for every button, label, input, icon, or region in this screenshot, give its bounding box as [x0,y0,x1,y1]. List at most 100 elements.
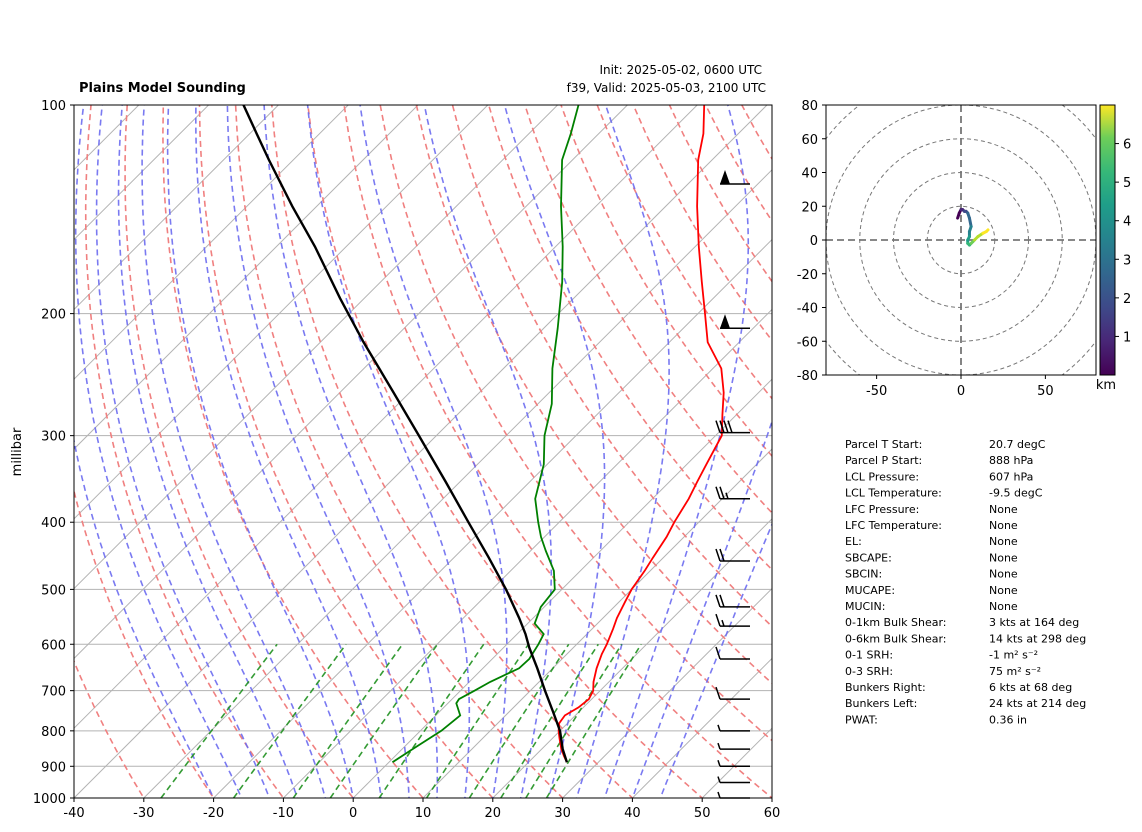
barb-half [725,177,729,185]
param-label: LCL Temperature: [845,487,942,500]
mixing-ratio-line [545,643,642,798]
moist-adiabat [263,105,439,798]
moist-adiabat [603,105,750,798]
mixing-ratio-line [525,643,623,798]
mixing-ratio-line [378,643,485,798]
barb-full [715,420,721,433]
moist-adiabat [659,522,772,798]
param-label: MUCIN: [845,600,885,613]
colorbar-tick-label: 1 [1123,330,1131,345]
param-value: 607 hPa [989,470,1033,483]
wind-barb [720,169,750,185]
x-tick-label: -30 [133,806,154,821]
colorbar-tick-label: 5 [1123,176,1131,191]
moist-adiabat [575,105,670,798]
moist-adiabat [226,105,410,798]
hodo-y-tick-label: 60 [801,133,818,148]
param-label: LFC Pressure: [845,503,919,516]
param-value: 14 kts at 298 deg [989,632,1086,645]
wind-barbs [715,169,750,799]
barb-full [715,548,721,562]
dry-adiabat [271,105,634,798]
barb-half [717,776,721,783]
param-label: Parcel P Start: [845,454,922,467]
temperature-line [557,105,725,763]
wind-barb [715,594,750,608]
mixing-ratio-line [425,643,530,798]
mixing-ratio-line [468,643,570,798]
colorbar-tick-label: 2 [1123,292,1131,307]
skewt-x-axis: -40 -30 -20 -10 0 10 20 30 40 50 60 [63,798,780,821]
y-tick-label: 800 [41,725,66,740]
isotherm [562,587,772,798]
x-tick-label: 30 [554,806,571,821]
x-tick-label: -40 [63,806,84,821]
dry-adiabat [560,105,772,458]
param-label: SBCAPE: [845,551,892,564]
x-tick-label: 50 [694,806,711,821]
dry-adiabat [84,105,285,798]
param-value: -9.5 degC [989,487,1043,500]
param-value: 3 kts at 164 deg [989,616,1079,629]
param-value: 0.36 in [989,713,1027,726]
y-tick-label: 500 [41,583,66,598]
param-label: MUCAPE: [845,584,895,597]
barb-full [719,486,725,500]
moist-adiabat [74,105,243,798]
dry-adiabat [451,105,772,628]
dry-adiabat [487,105,772,571]
wind-barb [717,776,750,784]
param-label: Bunkers Right: [845,681,926,694]
hodograph-x-axis: -50 0 50 [866,375,1054,399]
isotherm [632,657,772,798]
isotherm [422,448,772,798]
x-tick-label: -10 [273,806,294,821]
moist-adiabat [166,105,355,798]
moist-adiabat [306,105,471,798]
param-label: SBCIN: [845,568,882,581]
param-value: None [989,535,1018,548]
param-label: PWAT: [845,713,878,726]
skewt-background-lines [74,105,772,798]
mixing-ratio-line [329,643,439,798]
barb-flag [720,169,730,184]
barb-full [727,420,733,433]
y-tick-label: 400 [41,516,66,531]
hodo-y-tick-label: -20 [797,268,818,283]
chart-title: Plains Model Sounding [79,81,246,96]
barb-full [723,420,729,433]
param-label: Parcel T Start: [845,438,922,451]
moist-adiabat [423,105,553,798]
barb-half [725,492,729,500]
colorbar [1099,104,1116,376]
param-label: 0-3 SRH: [845,665,893,678]
y-tick-label: 700 [41,685,66,700]
param-value: None [989,584,1018,597]
wind-barb [717,724,750,732]
dry-adiabat [343,105,772,798]
x-tick-label: -20 [203,806,224,821]
valid-time: f39, Valid: 2025-05-03, 2100 UTC [567,81,766,95]
x-tick-label: 40 [624,806,641,821]
isotherm [701,727,772,798]
wind-barb [717,791,750,799]
isotherm [213,238,772,798]
hodo-y-tick-label: -40 [797,302,818,317]
parcel-profile-line [242,105,569,763]
mixing-ratio-line [160,643,278,798]
barb-half [717,791,721,799]
isotherm [143,169,772,798]
y-tick-label: 1000 [33,792,66,807]
param-label: 0-6km Bulk Shear: [845,632,947,645]
param-value: None [989,600,1018,613]
wind-barb [715,686,750,700]
dry-adiabat [124,105,355,798]
isotherm [492,518,772,798]
wind-barb [717,760,750,768]
dry-adiabat [307,105,704,798]
param-label: 0-1 SRH: [845,649,893,662]
colorbar-tick-label: 6 [1123,138,1131,153]
moist-adiabat [117,105,299,798]
param-label: 0-1km Bulk Shear: [845,616,947,629]
hodograph-segment [984,228,990,234]
